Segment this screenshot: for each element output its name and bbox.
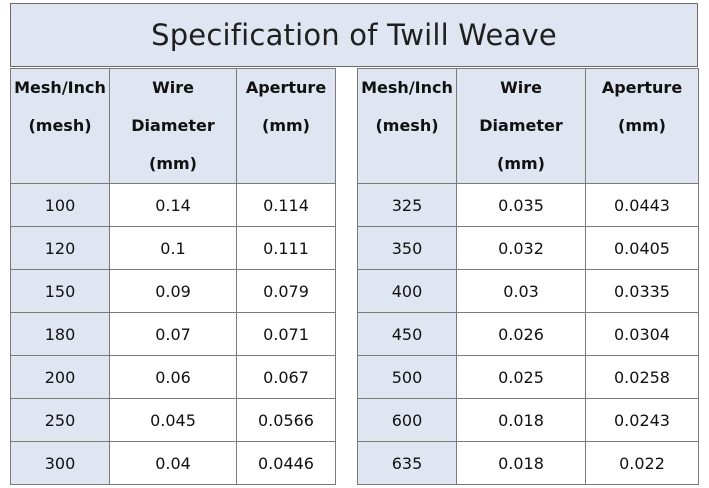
table-row: 120 0.1 0.111 350 0.032 0.0405 — [10, 226, 699, 270]
aperture-cell: 0.0405 — [585, 226, 699, 270]
mesh-cell: 325 — [357, 183, 457, 227]
wire-cell: 0.018 — [456, 441, 586, 485]
mesh-cell: 635 — [357, 441, 457, 485]
wire-cell: 0.09 — [109, 269, 237, 313]
aperture-cell: 0.0443 — [585, 183, 699, 227]
table-row: 250 0.045 0.0566 600 0.018 0.0243 — [10, 398, 699, 442]
table-row: 300 0.04 0.0446 635 0.018 0.022 — [10, 441, 699, 485]
header-row: Mesh/Inch (mesh) Wire Diameter (mm) Aper… — [10, 68, 699, 184]
header-mesh-right: Mesh/Inch (mesh) — [357, 68, 457, 184]
spec-table: Mesh/Inch (mesh) Wire Diameter (mm) Aper… — [10, 68, 699, 485]
mesh-cell: 250 — [10, 398, 110, 442]
mesh-cell: 400 — [357, 269, 457, 313]
wire-cell: 0.1 — [109, 226, 237, 270]
header-wire-right: Wire Diameter (mm) — [456, 68, 586, 184]
aperture-cell: 0.0243 — [585, 398, 699, 442]
aperture-cell: 0.079 — [236, 269, 336, 313]
mesh-cell: 200 — [10, 355, 110, 399]
wire-cell: 0.018 — [456, 398, 586, 442]
aperture-cell: 0.067 — [236, 355, 336, 399]
header-aperture-left: Aperture (mm) — [236, 68, 336, 184]
aperture-cell: 0.022 — [585, 441, 699, 485]
wire-cell: 0.045 — [109, 398, 237, 442]
wire-cell: 0.06 — [109, 355, 237, 399]
aperture-cell: 0.0566 — [236, 398, 336, 442]
mesh-cell: 350 — [357, 226, 457, 270]
aperture-cell: 0.114 — [236, 183, 336, 227]
table-row: 180 0.07 0.071 450 0.026 0.0304 — [10, 312, 699, 356]
wire-cell: 0.04 — [109, 441, 237, 485]
wire-cell: 0.035 — [456, 183, 586, 227]
table-row: 100 0.14 0.114 325 0.035 0.0443 — [10, 183, 699, 227]
mesh-cell: 120 — [10, 226, 110, 270]
aperture-cell: 0.0335 — [585, 269, 699, 313]
wire-cell: 0.14 — [109, 183, 237, 227]
column-gap — [335, 68, 358, 184]
table-row: 200 0.06 0.067 500 0.025 0.0258 — [10, 355, 699, 399]
header-aperture-right: Aperture (mm) — [585, 68, 699, 184]
mesh-cell: 180 — [10, 312, 110, 356]
table-row: 150 0.09 0.079 400 0.03 0.0335 — [10, 269, 699, 313]
mesh-cell: 450 — [357, 312, 457, 356]
aperture-cell: 0.0446 — [236, 441, 336, 485]
aperture-cell: 0.111 — [236, 226, 336, 270]
mesh-cell: 600 — [357, 398, 457, 442]
aperture-cell: 0.0258 — [585, 355, 699, 399]
mesh-cell: 300 — [10, 441, 110, 485]
header-mesh-left: Mesh/Inch (mesh) — [10, 68, 110, 184]
aperture-cell: 0.0304 — [585, 312, 699, 356]
header-wire-left: Wire Diameter (mm) — [109, 68, 237, 184]
wire-cell: 0.026 — [456, 312, 586, 356]
aperture-cell: 0.071 — [236, 312, 336, 356]
mesh-cell: 500 — [357, 355, 457, 399]
wire-cell: 0.03 — [456, 269, 586, 313]
table-title: Specification of Twill Weave — [10, 3, 698, 67]
mesh-cell: 100 — [10, 183, 110, 227]
mesh-cell: 150 — [10, 269, 110, 313]
wire-cell: 0.07 — [109, 312, 237, 356]
wire-cell: 0.025 — [456, 355, 586, 399]
wire-cell: 0.032 — [456, 226, 586, 270]
